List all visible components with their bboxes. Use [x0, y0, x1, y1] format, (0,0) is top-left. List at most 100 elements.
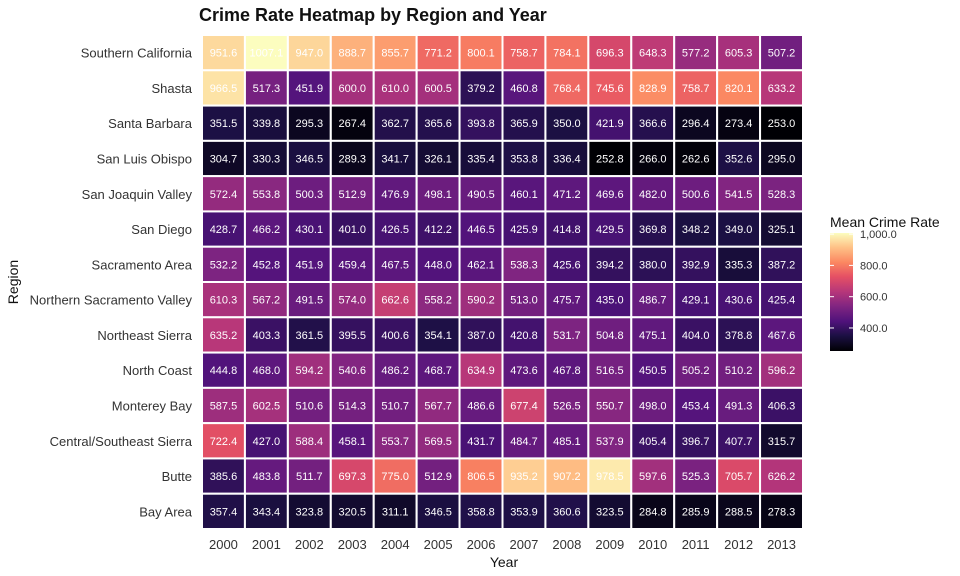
heatmap-cell	[716, 175, 762, 213]
cell-value-label: 635.2	[210, 330, 238, 342]
heatmap-cell	[587, 316, 633, 354]
cell-value-label: 697.3	[338, 471, 366, 483]
heatmap-cell	[759, 69, 805, 107]
cell-value-label: 358.8	[467, 506, 495, 518]
cell-value-label: 491.3	[725, 401, 753, 413]
cell-value-label: 574.0	[338, 295, 366, 307]
legend-tick-label: 600.0	[860, 292, 888, 304]
x-tick-label: 2007	[509, 537, 538, 552]
cell-value-label: 444.8	[210, 365, 238, 377]
heatmap-cell	[716, 457, 762, 495]
cell-value-label: 512.9	[338, 189, 366, 201]
heatmap-cell	[673, 139, 719, 178]
cell-value-label: 966.5	[210, 83, 238, 95]
cell-value-label: 504.8	[596, 330, 624, 342]
cell-value-label: 431.7	[467, 436, 495, 448]
cell-value-label: 366.6	[639, 118, 667, 130]
heatmap-cell	[630, 34, 676, 72]
cell-value-label: 335.3	[725, 259, 753, 271]
cell-value-label: 486.2	[381, 365, 409, 377]
cell-value-label: 405.4	[639, 436, 667, 448]
cell-value-label: 380.0	[639, 259, 667, 271]
cell-value-label: 326.1	[424, 154, 452, 166]
x-tick-label: 2005	[424, 537, 453, 552]
heatmap-cell	[415, 457, 461, 495]
cell-value-label: 469.6	[596, 189, 624, 201]
cell-value-label: 296.4	[682, 118, 710, 130]
color-legend: Mean Crime Rate 1,000.0 800.0 600.0 400.0	[830, 214, 940, 351]
heatmap-cell	[544, 457, 590, 495]
cell-value-label: 648.3	[639, 48, 667, 60]
cell-value-label: 588.4	[296, 436, 324, 448]
cell-value-label: 610.0	[381, 83, 409, 95]
cell-value-label: 407.7	[725, 436, 753, 448]
heatmap-cell	[501, 422, 547, 460]
heatmap-cell	[587, 69, 633, 107]
cell-value-label: 466.2	[253, 224, 281, 236]
cell-value-label: 289.3	[338, 154, 366, 166]
cell-value-label: 369.8	[639, 224, 667, 236]
heatmap-cell	[501, 386, 547, 425]
cell-value-label: 387.0	[467, 330, 495, 342]
cell-value-label: 475.1	[639, 330, 667, 342]
cell-value-label: 594.2	[296, 365, 324, 377]
cell-value-label: 460.1	[510, 189, 538, 201]
cell-value-label: 311.1	[382, 506, 409, 518]
heatmap-cell	[587, 210, 633, 248]
cell-value-label: 467.8	[553, 365, 581, 377]
y-tick-label: San Joaquin Valley	[82, 187, 193, 202]
cell-value-label: 600.0	[338, 83, 366, 95]
cell-value-label: 401.0	[338, 224, 366, 236]
cell-value-label: 471.2	[553, 189, 581, 201]
legend-tick-label: 800.0	[860, 260, 888, 272]
cell-value-label: 600.5	[424, 83, 452, 95]
cell-value-label: 430.1	[296, 224, 324, 236]
cell-value-label: 252.8	[596, 154, 624, 166]
heatmap-cell	[201, 104, 246, 142]
cell-value-label: 633.2	[768, 83, 796, 95]
y-tick-label: Sacramento Area	[92, 257, 193, 272]
cell-value-label: 475.7	[553, 295, 581, 307]
heatmap-cell	[415, 492, 461, 530]
heatmap-cell	[329, 316, 375, 354]
cell-value-label: 500.3	[296, 189, 324, 201]
cell-value-label: 605.3	[725, 48, 753, 60]
cell-value-label: 590.2	[467, 295, 495, 307]
y-tick-label: Southern California	[81, 46, 193, 61]
heatmap-cell	[716, 422, 762, 460]
heatmap-cell	[458, 351, 504, 389]
cell-value-label: 428.7	[210, 224, 238, 236]
cell-value-label: 610.3	[210, 295, 238, 307]
cell-value-label: 722.4	[210, 436, 238, 448]
heatmap-cell	[329, 139, 375, 178]
cell-value-label: 429.1	[682, 295, 710, 307]
cell-value-label: 394.2	[596, 259, 624, 271]
cell-value-label: 550.7	[596, 401, 624, 413]
cell-value-label: 385.6	[210, 471, 238, 483]
heatmap-cell	[673, 316, 719, 354]
y-tick-label: North Coast	[123, 363, 193, 378]
heatmap-cell	[501, 457, 547, 495]
cell-value-label: 393.8	[467, 118, 495, 130]
x-tick-label: 2011	[682, 537, 710, 552]
cell-value-label: 482.0	[639, 189, 667, 201]
cell-value-label: 453.4	[682, 401, 710, 413]
cell-value-label: 387.2	[768, 259, 796, 271]
x-tick-label: 2010	[638, 537, 667, 552]
heatmap-cell	[243, 281, 289, 319]
cell-value-label: 323.8	[296, 506, 324, 518]
cell-value-label: 516.5	[596, 365, 624, 377]
cell-value-label: 400.6	[381, 330, 409, 342]
heatmap-cell	[458, 316, 504, 354]
heatmap-cell	[243, 457, 289, 495]
heatmap-cell	[716, 34, 762, 72]
cell-value-label: 361.5	[296, 330, 324, 342]
heatmap-cell	[329, 422, 375, 460]
heatmap-cell	[716, 104, 762, 142]
cell-value-label: 429.5	[596, 224, 624, 236]
cell-value-label: 425.6	[553, 259, 581, 271]
heatmap-cell	[286, 104, 332, 142]
cell-value-label: 572.4	[210, 189, 238, 201]
heatmap-cell	[329, 386, 375, 425]
